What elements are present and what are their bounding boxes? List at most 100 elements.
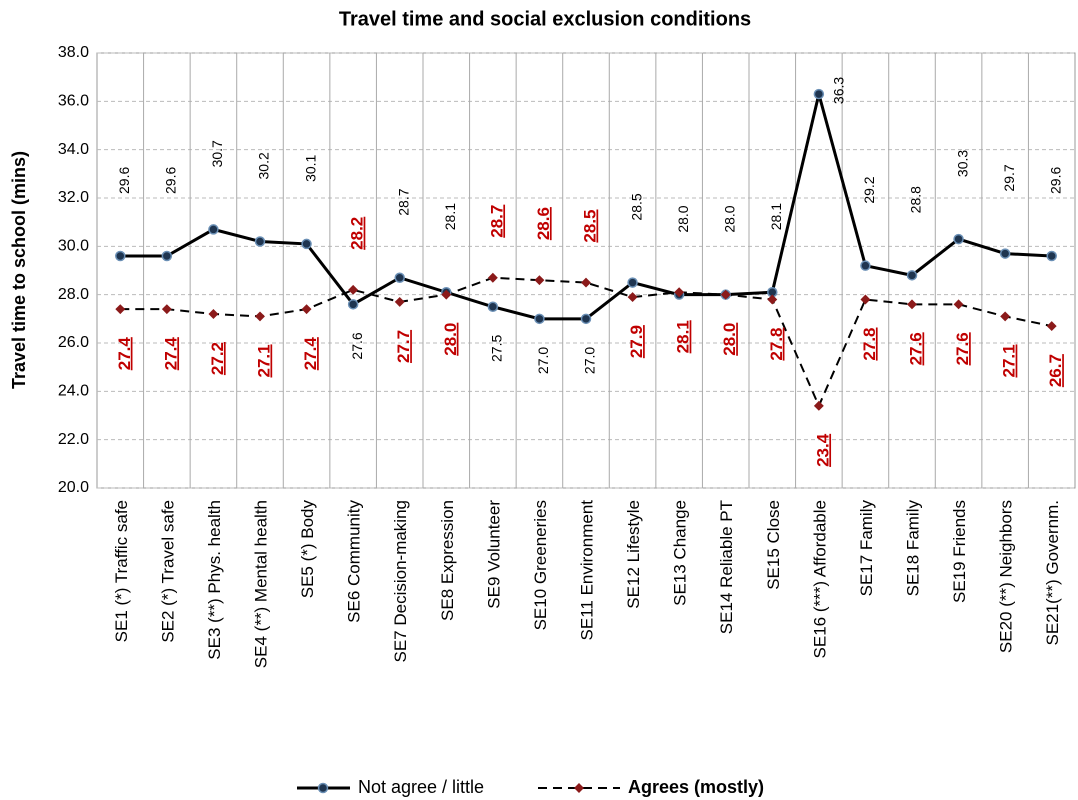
plot-area <box>96 52 1076 489</box>
y-tick-label: 32.0 <box>58 189 89 206</box>
y-tick-label: 34.0 <box>58 141 89 158</box>
x-tick-label: SE7 Decision-making <box>391 500 410 663</box>
data-label: 27.4 <box>161 337 180 371</box>
marker <box>999 248 1011 259</box>
marker <box>1046 321 1057 332</box>
marker <box>860 260 871 271</box>
y-axis-label: Travel time to school (mins) <box>9 151 29 389</box>
marker <box>394 272 405 283</box>
x-tick-label: SE21(**) Governm. <box>1043 500 1062 646</box>
data-label: 36.3 <box>831 77 847 104</box>
data-label: 30.1 <box>302 154 318 181</box>
x-tick-label: SE6 Community <box>345 500 364 623</box>
x-tick-label: SE9 Volunteer <box>484 500 503 609</box>
y-tick-label: 30.0 <box>58 238 89 255</box>
data-label: 28.0 <box>441 323 460 356</box>
legend-label: Agrees (mostly) <box>628 777 764 797</box>
data-label: 27.8 <box>767 328 786 361</box>
marker <box>813 88 825 100</box>
marker <box>254 236 266 247</box>
y-tick-label: 24.0 <box>58 383 89 400</box>
data-label: 27.0 <box>535 347 551 374</box>
data-label: 27.4 <box>301 337 320 371</box>
marker <box>581 277 591 288</box>
marker <box>1046 250 1057 262</box>
x-tick-label: SE18 Family <box>903 500 922 597</box>
x-tick-label: SE17 Family <box>857 500 876 597</box>
x-tick-label: SE1 (*) Traffic safe <box>112 500 131 642</box>
marker <box>487 301 499 312</box>
x-tick-label: SE14 Reliable PT <box>717 500 736 634</box>
marker <box>534 275 545 286</box>
x-tick-label: SE10 Greeneries <box>531 500 550 630</box>
x-tick-label: SE19 Friends <box>950 500 969 603</box>
marker <box>255 311 265 322</box>
marker <box>301 238 312 250</box>
data-label: 28.0 <box>675 205 691 232</box>
marker <box>907 299 917 310</box>
data-label: 29.2 <box>861 176 877 203</box>
marker <box>720 289 731 300</box>
x-tick-label: SE3 (**) Phys. health <box>205 500 224 660</box>
marker <box>906 270 918 281</box>
data-label: 30.7 <box>209 140 225 167</box>
data-label: 28.1 <box>674 320 693 353</box>
marker <box>208 309 219 319</box>
marker <box>348 284 359 295</box>
data-label: 29.6 <box>163 167 179 194</box>
marker <box>953 233 964 245</box>
x-tick-label: SE2 (*) Travel safe <box>158 500 177 643</box>
data-label: 27.9 <box>627 325 646 358</box>
marker <box>627 292 638 303</box>
chart-title: Travel time and social exclusion conditi… <box>339 8 751 30</box>
data-label: 29.7 <box>1001 164 1017 191</box>
marker <box>441 289 452 300</box>
marker <box>534 313 545 325</box>
data-label: 26.7 <box>1046 354 1065 387</box>
marker <box>813 400 824 411</box>
marker <box>487 272 498 283</box>
legend-marker <box>317 782 329 794</box>
data-label: 27.5 <box>489 335 505 362</box>
x-tick-label: SE5 (*) Body <box>298 500 317 599</box>
data-label: 27.6 <box>953 332 972 365</box>
y-tick-label: 38.0 <box>58 44 89 61</box>
data-label: 27.6 <box>349 332 365 359</box>
data-label: 28.5 <box>628 193 644 220</box>
data-label: 28.7 <box>395 188 411 215</box>
data-label: 30.2 <box>256 152 272 179</box>
data-label: 23.4 <box>813 433 832 467</box>
y-tick-label: 36.0 <box>58 93 89 110</box>
data-label: 28.0 <box>721 205 737 232</box>
y-tick-label: 28.0 <box>58 286 89 303</box>
marker <box>1000 311 1011 322</box>
marker <box>953 299 964 310</box>
data-label: 27.4 <box>115 337 134 371</box>
series-line <box>120 276 1052 409</box>
data-label: 28.8 <box>908 186 924 213</box>
marker <box>161 250 173 262</box>
marker <box>580 313 592 325</box>
data-label: 28.0 <box>720 323 739 356</box>
data-label: 28.7 <box>487 205 506 238</box>
marker <box>208 224 219 235</box>
x-tick-label: SE11 Environment <box>577 500 596 641</box>
data-label: 27.6 <box>906 332 925 365</box>
marker <box>627 277 638 288</box>
data-label: 28.1 <box>768 203 784 230</box>
data-label: 30.3 <box>954 150 970 177</box>
legend-label: Not agree / little <box>358 777 484 797</box>
data-label: 28.6 <box>534 207 553 240</box>
data-label: 27.7 <box>394 330 413 363</box>
marker <box>347 299 359 310</box>
marker <box>767 294 778 305</box>
marker <box>161 304 172 315</box>
x-tick-label: SE4 (**) Mental health <box>251 500 270 668</box>
data-label: 29.6 <box>116 167 132 194</box>
x-tick-label: SE20 (**) Neighbors <box>997 500 1016 653</box>
y-tick-label: 26.0 <box>58 334 89 351</box>
marker <box>674 287 685 298</box>
marker <box>860 294 871 305</box>
x-tick-label: SE15 Close <box>764 500 783 590</box>
